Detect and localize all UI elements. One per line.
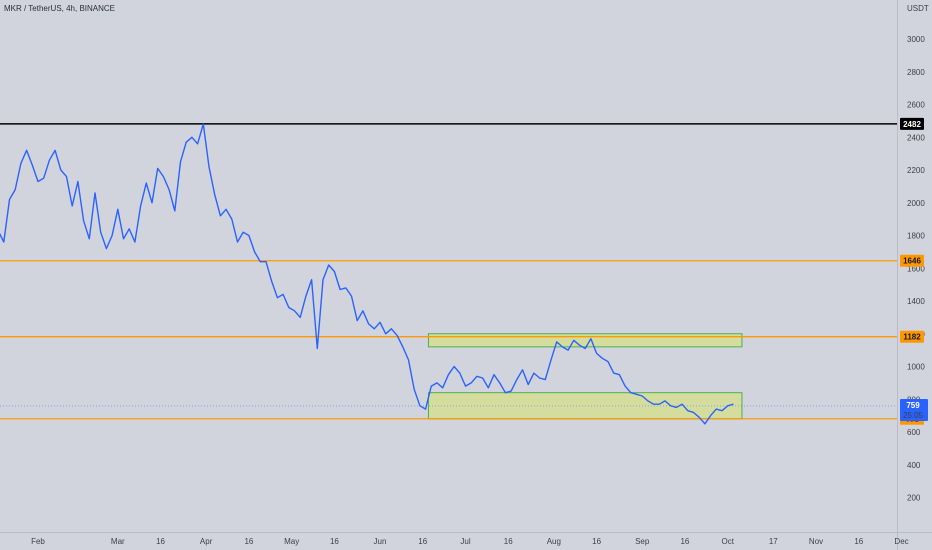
x-tick-14: 16: [680, 537, 689, 546]
y-tick-1600: 1600: [907, 264, 925, 273]
level-tag-label-1182: 1182: [903, 333, 921, 342]
levels-layer: [0, 123, 897, 420]
level-tag-1182: [900, 330, 924, 343]
x-tick-15: Oct: [721, 537, 734, 546]
x-tick-9: Jul: [460, 537, 470, 546]
level-tag-label-2482: 2482: [903, 120, 921, 129]
x-tick-0: Feb: [31, 537, 45, 546]
countdown-label: 25:05: [903, 411, 924, 420]
y-tick-200: 200: [907, 494, 921, 503]
y-tick-3000: 3000: [907, 35, 925, 44]
level-tag-1646: [900, 254, 924, 267]
x-tick-7: Jun: [374, 537, 387, 546]
x-axis[interactable]: Feb Mar 16 Apr 16 May 16 Jun 16 Jul 16 Aug 16 Sep 16 Oc…: [31, 537, 909, 546]
y-tick-1400: 1400: [907, 297, 925, 306]
y-tick-2600: 2600: [907, 101, 925, 110]
x-tick-13: Sep: [635, 537, 650, 546]
current-price-label: 759: [906, 401, 920, 410]
y-tick-2000: 2000: [907, 199, 925, 208]
x-tick-17: Nov: [809, 537, 823, 546]
x-tick-6: 16: [330, 537, 339, 546]
x-tick-11: Aug: [547, 537, 561, 546]
x-tick-2: 16: [156, 537, 165, 546]
x-tick-1: Mar: [111, 537, 125, 546]
level-tag-2482: [900, 117, 924, 130]
x-tick-3: Apr: [200, 537, 213, 546]
x-tick-4: 16: [244, 537, 253, 546]
currency-label: USDT: [907, 4, 929, 13]
y-tick-1000: 1000: [907, 363, 925, 372]
level-tag-label-1646: 1646: [903, 257, 921, 266]
price-series-line: [0, 123, 734, 425]
y-tick-2400: 2400: [907, 133, 925, 142]
zone-1: [427, 333, 743, 348]
y-tick-600: 600: [907, 428, 921, 437]
y-tick-1800: 1800: [907, 232, 925, 241]
x-tick-12: 16: [592, 537, 601, 546]
x-tick-19: Dec: [894, 537, 908, 546]
x-tick-5: May: [284, 537, 299, 546]
symbol-title: MKR / TetherUS, 4h, BINANCE: [4, 4, 115, 13]
y-tick-2200: 2200: [907, 166, 925, 175]
price-tags-layer: 24821646118268175925:05: [900, 117, 928, 425]
x-tick-16: 17: [769, 537, 778, 546]
x-tick-8: 16: [418, 537, 427, 546]
y-tick-400: 400: [907, 461, 921, 470]
series-layer: [0, 123, 734, 425]
x-tick-10: 16: [504, 537, 513, 546]
y-tick-2800: 2800: [907, 68, 925, 77]
current-price-tag: [900, 398, 928, 421]
x-tick-18: 16: [854, 537, 863, 546]
